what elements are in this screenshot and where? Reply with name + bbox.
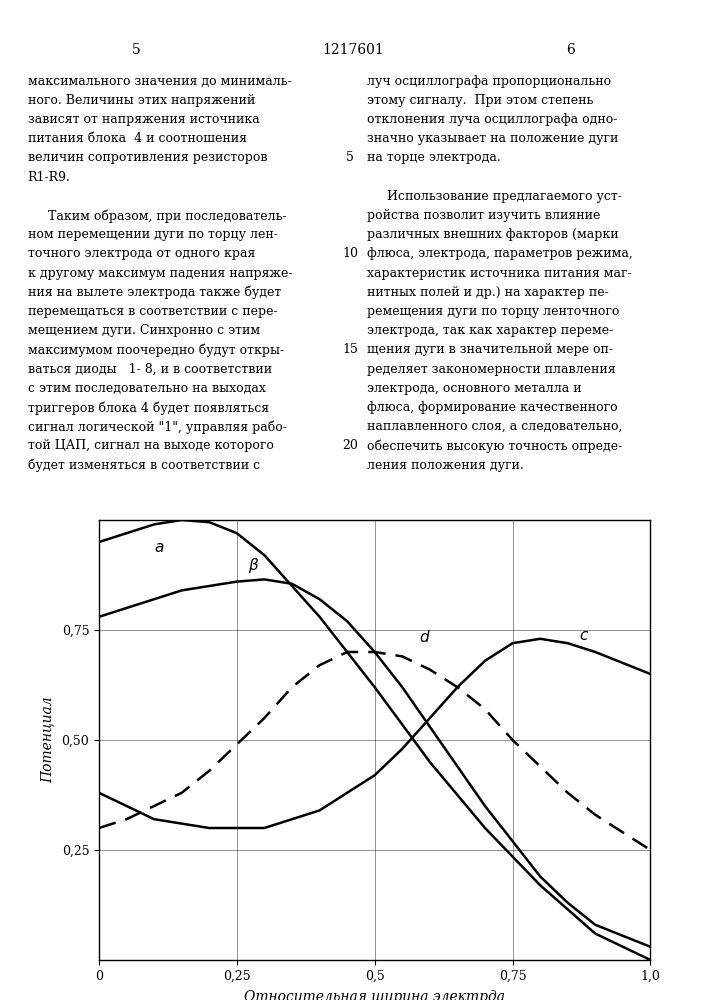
Text: $\mathit{\beta}$: $\mathit{\beta}$ [248, 556, 259, 575]
Text: 10: 10 [342, 247, 358, 260]
Text: нитных полей и др.) на характер пе-: нитных полей и др.) на характер пе- [367, 286, 609, 299]
Text: этому сигналу.  При этом степень: этому сигналу. При этом степень [367, 94, 593, 107]
Text: триггеров блока 4 будет появляться: триггеров блока 4 будет появляться [28, 401, 269, 415]
Text: R1-R9.: R1-R9. [28, 171, 71, 184]
Text: $d$: $d$ [419, 629, 431, 645]
Text: значно указывает на положение дуги: значно указывает на положение дуги [367, 132, 619, 145]
Text: Использование предлагаемого уст-: Использование предлагаемого уст- [367, 190, 622, 203]
Text: обеспечить высокую точность опреде-: обеспечить высокую точность опреде- [367, 439, 622, 453]
Text: ределяет закономерности плавления: ределяет закономерности плавления [367, 363, 616, 376]
Text: 5: 5 [346, 151, 354, 164]
Text: точного электрода от одного края: точного электрода от одного края [28, 247, 255, 260]
Text: луч осциллографа пропорционально: луч осциллографа пропорционально [367, 75, 611, 88]
Text: ройства позволит изучить влияние: ройства позволит изучить влияние [367, 209, 600, 222]
Text: перемещаться в соответствии с пере-: перемещаться в соответствии с пере- [28, 305, 277, 318]
Text: наплавленного слоя, а следовательно,: наплавленного слоя, а следовательно, [367, 420, 622, 433]
Text: электрода, так как характер переме-: электрода, так как характер переме- [367, 324, 614, 337]
Text: характеристик источника питания маг-: характеристик источника питания маг- [367, 267, 631, 280]
Text: мещением дуги. Синхронно с этим: мещением дуги. Синхронно с этим [28, 324, 260, 337]
Text: отклонения луча осциллографа одно-: отклонения луча осциллографа одно- [367, 113, 617, 126]
Text: зависят от напряжения источника: зависят от напряжения источника [28, 113, 259, 126]
Text: щения дуги в значительной мере оп-: щения дуги в значительной мере оп- [367, 343, 613, 356]
Text: ремещения дуги по торцу ленточного: ремещения дуги по торцу ленточного [367, 305, 619, 318]
Text: сигнал логической "1", управляя рабо-: сигнал логической "1", управляя рабо- [28, 420, 286, 434]
Text: 20: 20 [342, 439, 358, 452]
Text: 5: 5 [132, 43, 141, 57]
Text: той ЦАП, сигнал на выходе которого: той ЦАП, сигнал на выходе которого [28, 439, 274, 452]
Text: 6: 6 [566, 43, 575, 57]
Text: $a$: $a$ [154, 541, 165, 555]
Text: 15: 15 [342, 343, 358, 356]
Text: к другому максимум падения напряже-: к другому максимум падения напряже- [28, 267, 292, 280]
Text: питания блока  4 и соотношения: питания блока 4 и соотношения [28, 132, 247, 145]
X-axis label: Относительная ширина электрда: Относительная ширина электрда [244, 990, 506, 1000]
Text: ления положения дуги.: ления положения дуги. [367, 459, 524, 472]
Text: с этим последовательно на выходах: с этим последовательно на выходах [28, 382, 266, 395]
Text: ном перемещении дуги по торцу лен-: ном перемещении дуги по торцу лен- [28, 228, 278, 241]
Text: ного. Величины этих напряжений: ного. Величины этих напряжений [28, 94, 255, 107]
Text: Таким образом, при последователь-: Таким образом, при последователь- [28, 209, 286, 223]
Text: величин сопротивления резисторов: величин сопротивления резисторов [28, 151, 267, 164]
Text: максимумом поочередно будут откры-: максимумом поочередно будут откры- [28, 343, 284, 357]
Text: ния на вылете электрода также будет: ния на вылете электрода также будет [28, 286, 281, 299]
Text: на торце электрода.: на торце электрода. [367, 151, 501, 164]
Text: различных внешних факторов (марки: различных внешних факторов (марки [367, 228, 619, 241]
Text: ваться диоды   1- 8, и в соответствии: ваться диоды 1- 8, и в соответствии [28, 363, 271, 376]
Text: 1217601: 1217601 [322, 43, 385, 57]
Text: будет изменяться в соответствии с: будет изменяться в соответствии с [28, 459, 260, 472]
Text: максимального значения до минималь-: максимального значения до минималь- [28, 75, 291, 88]
Y-axis label: Потенциал: Потенциал [40, 697, 54, 783]
Text: $c$: $c$ [579, 629, 589, 643]
Text: флюса, формирование качественного: флюса, формирование качественного [367, 401, 618, 414]
Text: флюса, электрода, параметров режима,: флюса, электрода, параметров режима, [367, 247, 633, 260]
Text: электрода, основного металла и: электрода, основного металла и [367, 382, 582, 395]
